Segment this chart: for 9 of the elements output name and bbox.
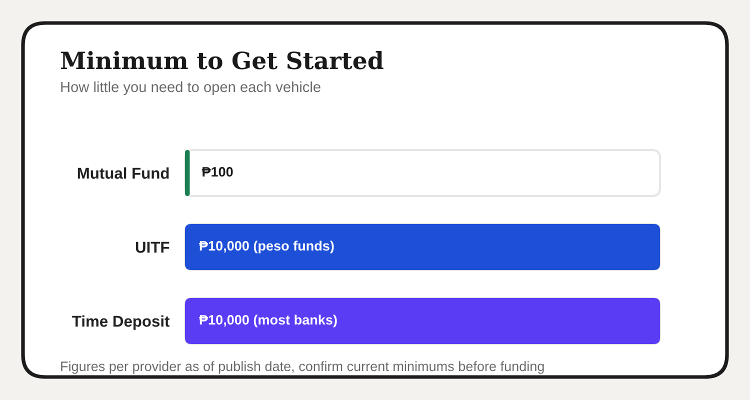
chart-subtitle: How little you need to open each vehicle xyxy=(61,81,320,96)
y-tick-label: Time Deposit xyxy=(72,315,170,330)
y-tick-label: Mutual Fund xyxy=(78,167,169,179)
y-tick-label: UITF xyxy=(136,242,170,253)
text: Figures per provider as of publish date, confirm current minimums before funding xyxy=(61,361,544,374)
data-label: ₱100 xyxy=(202,167,233,177)
chart-title: Minimum to Get Started xyxy=(60,51,384,70)
data-label: ₱10,000 (most banks) xyxy=(199,314,337,328)
data-label: ₱10,000 (peso funds) xyxy=(199,240,334,254)
